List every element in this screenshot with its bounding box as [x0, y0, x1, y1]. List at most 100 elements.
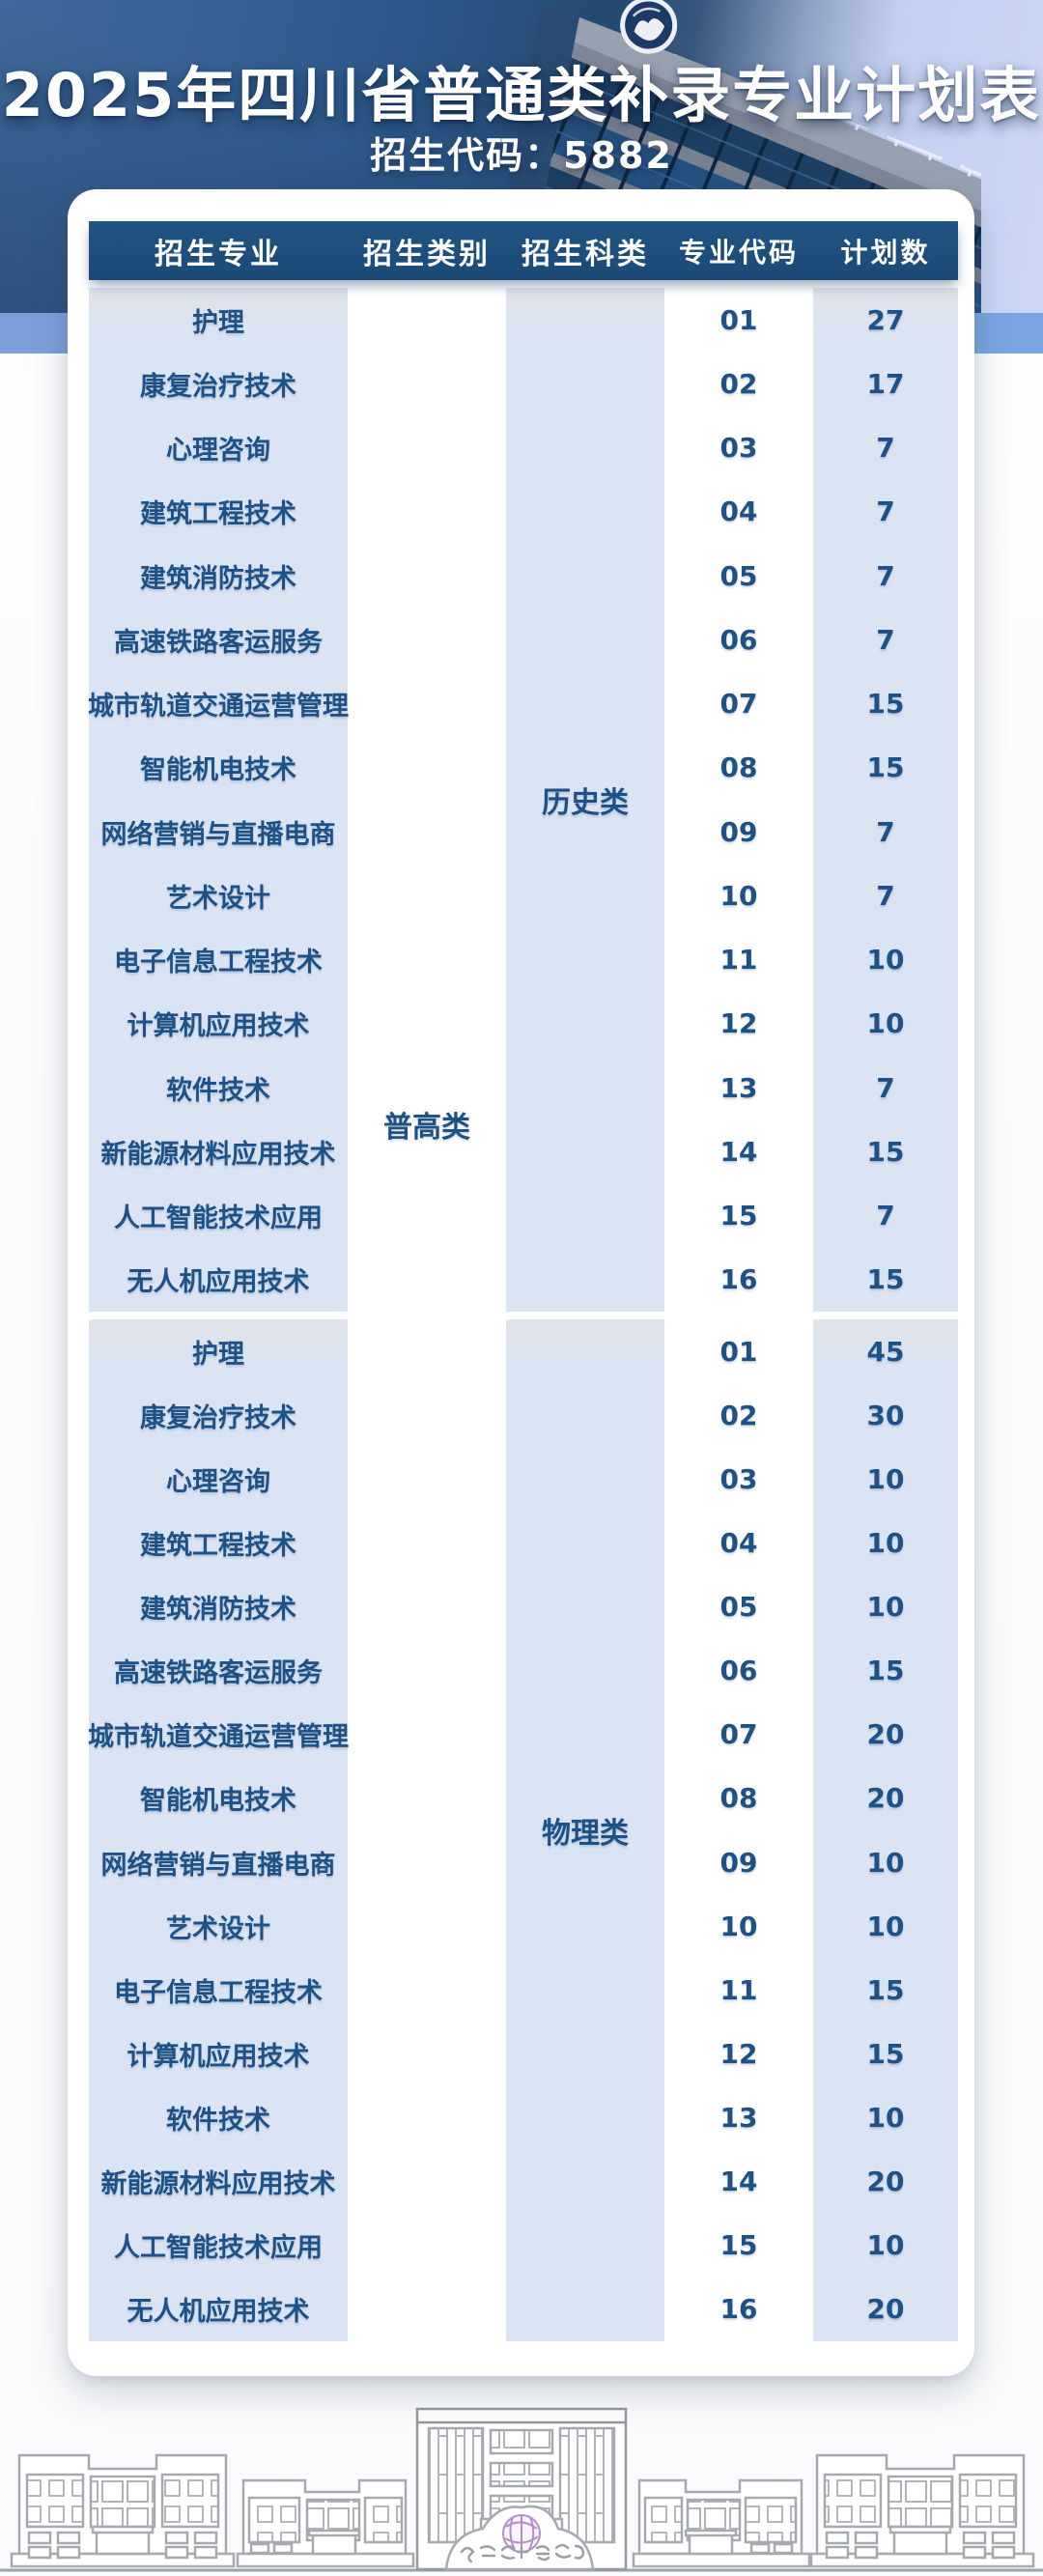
- code-cell: 01: [719, 1335, 758, 1368]
- table-row: 康复治疗技术 02 30: [89, 1383, 958, 1447]
- plan-cell: 45: [866, 1335, 905, 1368]
- table-row: 城市轨道交通运营管理 07 15: [88, 672, 958, 736]
- major-cell: 康复治疗技术: [140, 1402, 296, 1433]
- column-header-major: 招生专业: [155, 237, 282, 271]
- plan-cell: 20: [866, 1718, 905, 1751]
- subject-type-label-history: 历史类: [542, 786, 629, 820]
- physics-rows: 护理 01 45 康复治疗技术 02 30 心理咨询 03 10 建筑工程技术 04 10 建筑消防技术…: [88, 1319, 958, 2341]
- major-cell: 护理: [192, 1339, 244, 1370]
- table-row: 艺术设计 10 10: [89, 1894, 958, 1958]
- category-cell: [348, 1511, 506, 1574]
- code-cell: 05: [719, 1591, 758, 1624]
- code-cell: 01: [719, 303, 758, 336]
- code-cell: 03: [719, 432, 758, 465]
- table-row: 护理 01 45: [89, 1319, 958, 1383]
- code-cell: 07: [719, 688, 758, 721]
- table-row: 电子信息工程技术 11 10: [89, 928, 958, 992]
- code-cell: 02: [719, 367, 758, 400]
- table-row: 城市轨道交通运营管理 07 20: [88, 1703, 958, 1767]
- plan-cell: 20: [866, 2166, 905, 2198]
- page-title: 2025年四川省普通类补录专业计划表: [1, 60, 1042, 130]
- plan-cell: 7: [876, 623, 895, 656]
- category-cell: [348, 1575, 506, 1639]
- column-header-major-code: 专业代码: [678, 236, 799, 269]
- major-cell: 网络营销与直播电商: [100, 819, 336, 850]
- major-cell: 计算机应用技术: [127, 1011, 310, 1042]
- major-cell: 电子信息工程技术: [114, 948, 323, 978]
- plan-cell: 20: [866, 1782, 905, 1815]
- plan-cell: 27: [866, 303, 905, 336]
- table-row: 建筑消防技术 05 7: [89, 544, 958, 608]
- table-row: 新能源材料应用技术 14 20: [89, 2150, 958, 2214]
- plan-cell: 7: [876, 495, 895, 528]
- major-cell: 高速铁路客运服务: [114, 1658, 323, 1689]
- category-cell: [348, 2278, 506, 2341]
- table-row: 康复治疗技术 02 17: [89, 352, 958, 415]
- admission-category-label: 普高类: [383, 1111, 470, 1145]
- table-row: 人工智能技术应用 15 7: [89, 1184, 958, 1248]
- history-section: 护理 01 27 康复治疗技术 02 17 心理咨询 03 7 建筑工程技术 04 7 建筑消防技术 05…: [88, 288, 958, 1312]
- code-cell: 16: [719, 1263, 758, 1296]
- plan-cell: 7: [876, 559, 895, 592]
- category-cell: [348, 352, 506, 415]
- major-cell: 心理咨询: [166, 1466, 270, 1497]
- major-cell: 康复治疗技术: [140, 371, 296, 402]
- category-cell: [348, 1639, 506, 1703]
- major-cell: 智能机电技术: [140, 1786, 296, 1817]
- major-cell: 新能源材料应用技术: [100, 2169, 336, 2200]
- category-cell: [348, 1319, 506, 1383]
- code-cell: 06: [719, 1655, 758, 1687]
- code-cell: 08: [719, 1782, 758, 1815]
- table-row: 软件技术 13 10: [89, 2086, 958, 2150]
- table-row: 电子信息工程技术 11 15: [89, 1958, 958, 2022]
- table-row: 计算机应用技术 12 15: [89, 2022, 958, 2085]
- code-cell: 09: [719, 815, 758, 848]
- code-cell: 11: [719, 944, 758, 977]
- plan-cell: 7: [876, 1071, 895, 1104]
- table-row: 软件技术 13 7: [89, 1056, 958, 1119]
- category-cell: [348, 1248, 506, 1312]
- category-cell: [348, 608, 506, 671]
- category-cell: [348, 928, 506, 992]
- column-background: [813, 288, 958, 1312]
- table-row: 人工智能技术应用 15 10: [89, 2214, 958, 2278]
- category-cell: [348, 672, 506, 736]
- plan-cell: 20: [866, 2293, 905, 2326]
- major-cell: 心理咨询: [166, 436, 270, 467]
- plan-cell: 10: [866, 1591, 905, 1624]
- major-cell: 建筑消防技术: [140, 1595, 296, 1626]
- plan-cell: 10: [866, 2229, 905, 2262]
- major-cell: 网络营销与直播电商: [100, 1850, 336, 1881]
- plan-cell: 10: [866, 1462, 905, 1495]
- category-cell: [348, 863, 506, 927]
- category-cell: [348, 480, 506, 544]
- table-row: 新能源材料应用技术 14 15: [89, 1119, 958, 1183]
- major-cell: 软件技术: [166, 2106, 270, 2137]
- table-card: 招生专业 招生类别 招生科类 专业代码 计划数 护理 01 27 康复治疗技术 02 17…: [68, 189, 974, 2376]
- code-cell: 16: [719, 2293, 758, 2326]
- major-cell: 建筑消防技术: [140, 563, 296, 594]
- code-cell: 12: [719, 1007, 758, 1040]
- category-cell: [348, 1383, 506, 1447]
- table-row: 无人机应用技术 16 15: [89, 1248, 958, 1312]
- major-cell: 新能源材料应用技术: [100, 1139, 336, 1170]
- major-cell: 高速铁路客运服务: [114, 627, 323, 658]
- table-row: 建筑工程技术 04 10: [89, 1511, 958, 1574]
- major-cell: 电子信息工程技术: [114, 1977, 323, 2008]
- category-cell: [348, 544, 506, 608]
- code-cell: 15: [719, 1200, 758, 1232]
- plan-cell: 15: [866, 2037, 905, 2070]
- code-cell: 06: [719, 623, 758, 656]
- major-cell: 无人机应用技术: [127, 1267, 310, 1298]
- plan-cell: 15: [866, 1973, 905, 2006]
- plan-cell: 15: [866, 1135, 905, 1168]
- table-row: 网络营销与直播电商 09 7: [89, 800, 958, 863]
- code-cell: 14: [719, 1135, 758, 1168]
- category-cell: [348, 800, 506, 863]
- category-cell: [348, 1767, 506, 1830]
- category-cell: [348, 1703, 506, 1767]
- category-cell: [348, 1447, 506, 1511]
- column-background: [506, 1319, 664, 2341]
- code-cell: 04: [719, 1526, 758, 1559]
